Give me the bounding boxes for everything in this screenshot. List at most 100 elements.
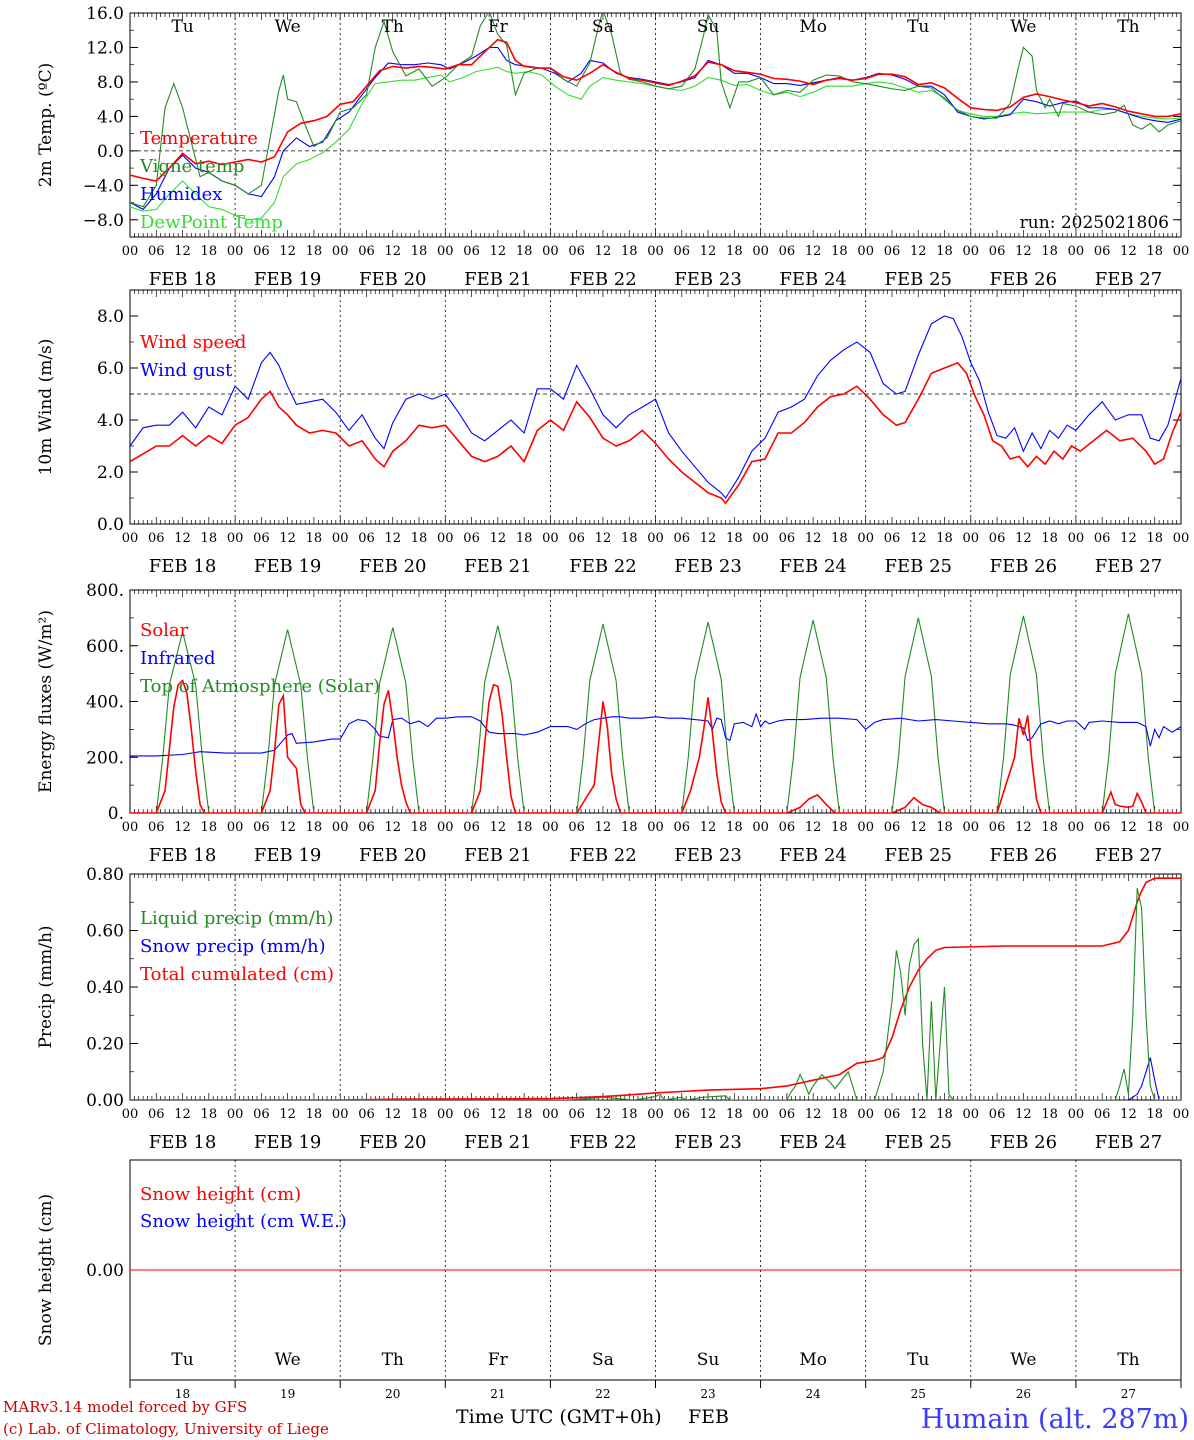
x-date-label: FEB 26 <box>990 269 1057 290</box>
x-hour-label: 00 <box>857 820 874 835</box>
x-hour-label: 06 <box>568 1107 585 1122</box>
x-date-label: FEB 21 <box>464 845 531 866</box>
x-hour-label: 12 <box>1120 1107 1137 1122</box>
x-hour-label: 18 <box>621 820 638 835</box>
x-hour-label: 12 <box>910 820 927 835</box>
x-hour-label: 18 <box>1146 1107 1163 1122</box>
x-hour-label: 00 <box>1068 820 1085 835</box>
legend-entry: Snow height (cm) <box>140 1184 301 1205</box>
weekday-label: Mo <box>799 17 827 37</box>
x-hour-label: 00 <box>647 1107 664 1122</box>
x-hour-label: 18 <box>306 531 323 546</box>
weekday-label: Th <box>382 1350 404 1370</box>
weekday-label: Su <box>697 17 720 37</box>
x-hour-label: 12 <box>384 1107 401 1122</box>
y-tick-label: 600. <box>86 637 124 657</box>
x-hour-label: 12 <box>490 531 507 546</box>
x-hour-label: 12 <box>490 1107 507 1122</box>
x-hour-label: 00 <box>437 820 454 835</box>
x-date-label: FEB 26 <box>990 845 1057 866</box>
x-hour-label: 12 <box>700 531 717 546</box>
x-hour-label: 06 <box>884 244 901 259</box>
x-hour-label: 06 <box>779 820 796 835</box>
x-hour-label: 18 <box>621 531 638 546</box>
x-hour-label: 00 <box>437 1107 454 1122</box>
x-hour-label: 06 <box>989 820 1006 835</box>
x-hour-label: 00 <box>752 820 769 835</box>
x-hour-label: 12 <box>279 1107 296 1122</box>
x-hour-label: 12 <box>1015 820 1032 835</box>
weekday-label: Mo <box>799 1350 827 1370</box>
legend-entry: Snow height (cm W.E.) <box>140 1211 347 1232</box>
x-hour-label: 18 <box>306 244 323 259</box>
y-tick-label: 0.0 <box>97 142 124 162</box>
x-date-label: FEB 27 <box>1095 269 1162 290</box>
x-date-label: FEB 26 <box>990 1132 1057 1153</box>
x-hour-label: 18 <box>516 820 533 835</box>
x-day-number: 23 <box>700 1387 715 1401</box>
x-hour-label: 18 <box>831 1107 848 1122</box>
x-hour-label: 06 <box>1094 820 1111 835</box>
series-line-blue <box>130 1057 1181 1100</box>
x-hour-label: 12 <box>910 531 927 546</box>
x-hour-label: 18 <box>831 531 848 546</box>
x-hour-label: 18 <box>201 1107 218 1122</box>
y-tick-label: 0.40 <box>86 978 124 998</box>
x-day-number: 19 <box>280 1387 295 1401</box>
weekday-label: We <box>1010 1350 1036 1370</box>
x-hour-label: 00 <box>542 531 559 546</box>
x-date-label: FEB 22 <box>569 556 636 577</box>
x-date-label: FEB 23 <box>674 845 741 866</box>
x-hour-label: 18 <box>1041 820 1058 835</box>
x-date-label: FEB 18 <box>149 556 216 577</box>
weekday-label: Tu <box>907 1350 929 1370</box>
y-tick-label: 800. <box>86 581 124 601</box>
x-hour-label: 18 <box>411 820 428 835</box>
x-date-label: FEB 19 <box>254 845 321 866</box>
x-hour-label: 06 <box>568 244 585 259</box>
x-hour-label: 00 <box>332 531 349 546</box>
x-hour-label: 00 <box>647 820 664 835</box>
x-hour-label: 06 <box>568 531 585 546</box>
weekday-label: Tu <box>907 17 929 37</box>
legend-entry: Wind speed <box>140 332 246 353</box>
weekday-label: We <box>275 1350 301 1370</box>
panel-snow: 0.00 Snow height (cm) Snow height (cm) Snow… <box>36 1159 1182 1401</box>
x-hour-label: 00 <box>752 244 769 259</box>
legend-entry: Liquid precip (mm/h) <box>140 908 334 929</box>
x-hour-label: 18 <box>411 1107 428 1122</box>
weekday-label: Tu <box>171 1350 193 1370</box>
x-hour-label: 00 <box>227 1107 244 1122</box>
x-hour-label: 06 <box>884 531 901 546</box>
x-date-label: FEB 23 <box>674 556 741 577</box>
footer-copyright-line: (c) Lab. of Climatology, University of L… <box>3 1420 329 1438</box>
x-hour-label: 12 <box>279 244 296 259</box>
x-hour-label: 06 <box>1094 244 1111 259</box>
y-tick-label: 4.0 <box>97 411 124 431</box>
x-hour-label: 18 <box>411 531 428 546</box>
x-hour-label: 00 <box>963 244 980 259</box>
x-hour-label: 12 <box>910 1107 927 1122</box>
x-hour-label: 06 <box>253 1107 270 1122</box>
x-hour-label: 12 <box>700 244 717 259</box>
x-hour-label: 18 <box>936 531 953 546</box>
y-tick-label: 400. <box>86 693 124 713</box>
x-hour-label: 18 <box>516 244 533 259</box>
x-hour-label: 12 <box>490 820 507 835</box>
station-title: Humain (alt. 287m) <box>921 1404 1189 1435</box>
x-hour-label: 18 <box>621 244 638 259</box>
x-date-label: FEB 22 <box>569 269 636 290</box>
x-day-number: 21 <box>490 1387 505 1401</box>
x-hour-label: 06 <box>674 1107 691 1122</box>
x-day-number: 25 <box>911 1387 926 1401</box>
legend-entry: Temperature <box>140 128 258 149</box>
x-hour-label: 12 <box>1120 244 1137 259</box>
x-hour-label: 06 <box>253 244 270 259</box>
y-tick-label: 0.80 <box>86 865 124 885</box>
y-tick-label: 2.0 <box>97 463 124 483</box>
x-hour-label: 12 <box>1120 820 1137 835</box>
weekday-label: Sa <box>592 17 614 37</box>
x-hour-label: 06 <box>884 1107 901 1122</box>
x-hour-label: 00 <box>963 531 980 546</box>
x-hour-label: 12 <box>490 244 507 259</box>
